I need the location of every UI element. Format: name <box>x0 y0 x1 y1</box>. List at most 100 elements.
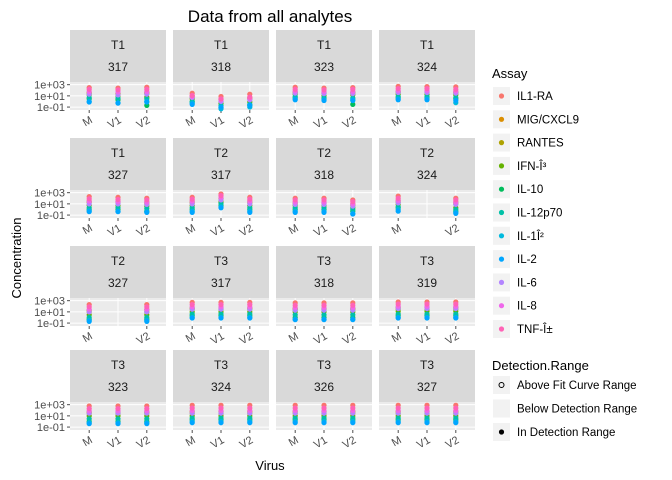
strip-time-label: T2 <box>111 254 125 268</box>
data-point <box>321 302 327 308</box>
x-tick-label: V2 <box>135 434 153 451</box>
facet-panel: T3 319 M V1 V2 <box>379 246 475 347</box>
data-point <box>321 317 327 323</box>
legend-label-assay: IFN-Î³ <box>517 160 547 173</box>
facet-strip <box>379 30 475 82</box>
facet-panel: T1 324 M V1 V2 <box>379 30 475 131</box>
data-point <box>144 197 150 203</box>
data-point <box>292 209 298 215</box>
data-point <box>144 304 150 310</box>
legend: Assay IL1-RA MIG/CXCL9 RANTES IFN-Î³ IL-10 IL-… <box>492 66 637 441</box>
strip-subject-label: 326 <box>314 380 334 394</box>
x-tick-label: M <box>390 222 404 237</box>
data-point <box>350 405 356 411</box>
x-tick-label: V2 <box>341 434 359 451</box>
legend-key-point <box>498 93 505 99</box>
data-point <box>218 193 224 199</box>
x-tick-label: V1 <box>312 222 330 239</box>
data-point <box>350 420 356 426</box>
data-point <box>115 196 121 203</box>
x-tick-label: V2 <box>238 114 256 131</box>
x-tick-label: M <box>390 330 404 345</box>
data-point <box>86 416 92 422</box>
data-point <box>453 301 459 307</box>
data-point <box>144 86 150 92</box>
y-tick-label: 1e-01 <box>37 318 65 330</box>
facet-panel: T2 324 M V2 <box>379 138 475 239</box>
strip-time-label: T1 <box>420 38 434 52</box>
x-tick-label: V2 <box>238 434 256 451</box>
data-point <box>189 405 195 411</box>
data-point <box>86 99 92 105</box>
data-point <box>247 196 253 202</box>
data-point <box>424 97 430 103</box>
x-tick-label: V2 <box>341 222 359 239</box>
facet-panel: T3 317 M V1 V2 <box>173 246 269 347</box>
x-tick-label: M <box>390 434 404 449</box>
data-point <box>86 318 92 324</box>
x-tick-label: M <box>184 222 198 237</box>
legend-key-open-circle <box>498 382 505 388</box>
data-point <box>350 199 356 205</box>
data-point <box>86 209 92 215</box>
legend-label-detection: Above Fit Curve Range <box>517 380 637 392</box>
data-point <box>292 312 298 318</box>
data-point <box>292 197 298 203</box>
legend-title-detection: Detection.Range <box>492 358 589 373</box>
data-point <box>292 405 298 411</box>
legend-label-assay: IL-6 <box>517 277 537 289</box>
y-tick-label: 1e+03 <box>34 188 65 200</box>
x-tick-label: V2 <box>444 114 462 131</box>
facet-strip <box>276 138 372 190</box>
data-point <box>321 420 327 426</box>
data-point <box>350 302 356 308</box>
legend-label-assay: IL-12p70 <box>517 208 562 220</box>
data-point <box>115 421 121 427</box>
x-tick-label: V2 <box>135 222 153 239</box>
strip-subject-label: 327 <box>108 168 128 182</box>
legend-label-assay: IL-8 <box>517 301 537 313</box>
strip-time-label: T1 <box>214 38 228 52</box>
data-point <box>218 96 224 102</box>
y-tick-label: 1e-01 <box>37 422 65 434</box>
x-tick-label: M <box>81 330 95 345</box>
data-point <box>424 85 430 92</box>
legend-label-detection: Below Detection Range <box>517 404 637 416</box>
strip-subject-label: 327 <box>417 380 437 394</box>
data-point <box>115 405 121 412</box>
y-tick-label: 1e+03 <box>34 80 65 92</box>
data-point <box>453 97 459 104</box>
x-tick-label: M <box>184 434 198 449</box>
facet-panel: T1 318 M V1 V2 <box>173 30 269 131</box>
data-point <box>395 315 401 321</box>
data-point <box>424 315 430 321</box>
x-tick-label: V2 <box>444 434 462 451</box>
strip-time-label: T2 <box>420 146 434 160</box>
data-point <box>218 301 224 308</box>
x-tick-label: V1 <box>209 114 227 131</box>
x-tick-label: M <box>390 114 404 129</box>
strip-subject-label: 317 <box>108 60 128 74</box>
x-tick-label: M <box>287 434 301 449</box>
chart-title: Data from all analytes <box>188 7 352 26</box>
facet-panel: T1 323 M V1 V2 <box>276 30 372 131</box>
x-tick-label: V2 <box>341 114 359 131</box>
y-tick-label: 1e-01 <box>37 210 65 222</box>
strip-subject-label: 319 <box>417 276 437 290</box>
strip-time-label: T3 <box>317 358 331 372</box>
data-point <box>395 85 401 92</box>
facet-strip <box>276 246 372 298</box>
data-point <box>218 315 224 321</box>
data-point <box>218 104 224 110</box>
facet-strip <box>70 246 166 298</box>
data-point <box>189 301 195 308</box>
y-tick-label: 1e+01 <box>34 199 65 211</box>
legend-key-point <box>498 256 505 262</box>
legend-label-assay: TNF-Î± <box>517 323 553 336</box>
strip-subject-label: 324 <box>417 168 437 182</box>
x-tick-label: V2 <box>341 330 359 347</box>
legend-label-assay: IL-1Î² <box>517 230 544 243</box>
